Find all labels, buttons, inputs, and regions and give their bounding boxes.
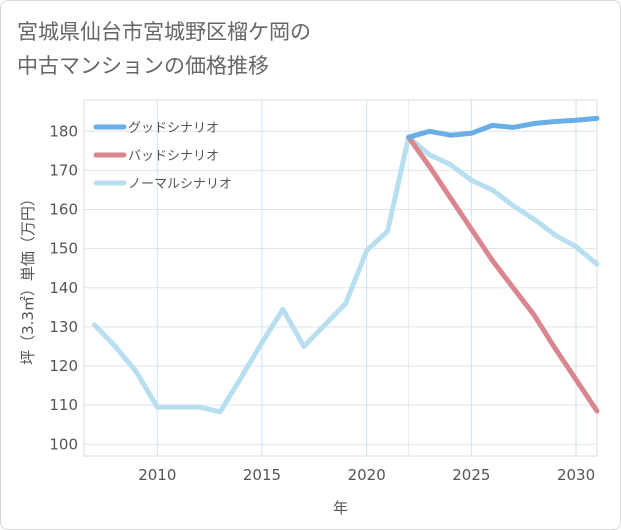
x-axis-title: 年 <box>333 499 348 517</box>
series-line-0 <box>406 115 600 140</box>
y-tick-label: 180 <box>49 122 78 140</box>
legend-label: ノーマルシナリオ <box>128 177 232 192</box>
y-tick-label: 150 <box>49 240 78 258</box>
x-tick-label: 2010 <box>138 466 176 484</box>
x-tick-label: 2025 <box>452 466 490 484</box>
legend-label: グッドシナリオ <box>128 121 219 136</box>
y-tick-label: 100 <box>49 435 78 453</box>
y-tick-label: 120 <box>49 357 78 375</box>
y-tick-label: 130 <box>49 318 78 336</box>
legend-label: バッドシナリオ <box>128 149 219 164</box>
series-line-1 <box>406 134 600 414</box>
y-tick-label: 160 <box>49 201 78 219</box>
y-axis-ticks: 100 110 120 130 140 150 160 170 180 <box>49 122 78 453</box>
plot-area <box>83 99 598 457</box>
y-tick-label: 140 <box>49 279 78 297</box>
x-tick-label: 2030 <box>557 466 595 484</box>
x-axis-ticks: 2010 2015 2020 2025 2030 <box>138 466 595 484</box>
chart-title-line-2: 中古マンションの価格推移 <box>17 54 269 78</box>
series-line-2 <box>92 134 600 415</box>
y-axis-title: 坪（3.3㎡）単価（万円） <box>19 191 37 365</box>
x-tick-label: 2020 <box>348 466 386 484</box>
chart-title: 宮城県仙台市宮城野区榴ケ岡の 中古マンションの価格推移 <box>17 15 537 83</box>
chart-title-line-1: 宮城県仙台市宮城野区榴ケ岡の <box>17 20 311 44</box>
series-lines <box>92 115 600 415</box>
y-tick-label: 170 <box>49 161 78 179</box>
y-tick-label: 110 <box>49 396 78 414</box>
grid <box>83 99 598 457</box>
x-tick-label: 2015 <box>243 466 281 484</box>
